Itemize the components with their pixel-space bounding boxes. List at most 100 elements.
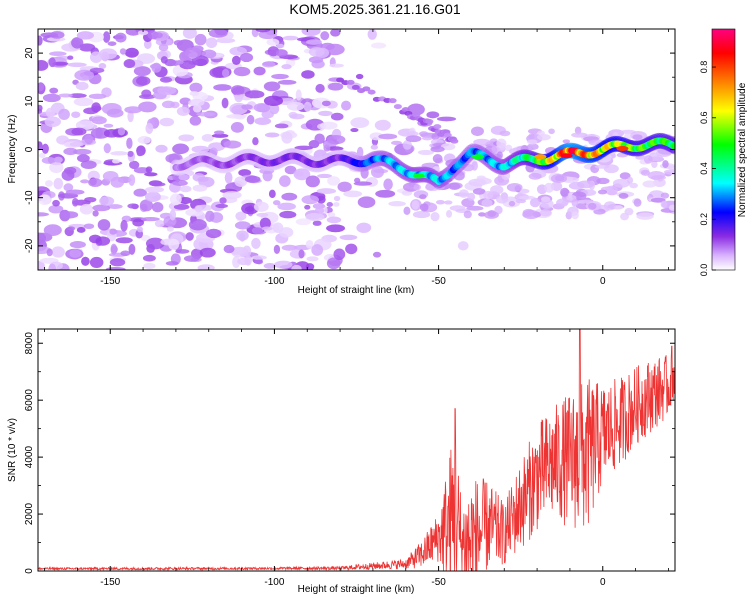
noise-blob — [115, 237, 133, 244]
noise-blob — [63, 183, 74, 192]
noise-blob — [213, 84, 232, 91]
noise-blob — [607, 190, 618, 196]
noise-blob — [128, 174, 136, 186]
noise-blob — [449, 205, 466, 211]
noise-blob — [211, 133, 229, 138]
noise-blob — [49, 87, 59, 94]
noise-blob — [515, 199, 527, 204]
noise-blob — [327, 212, 336, 218]
noise-blob — [179, 185, 192, 193]
noise-blob — [647, 171, 666, 180]
noise-blob — [226, 114, 245, 119]
snr-panel: -150 -100 -50 0 0 2000 4000 6000 8000 Height of … — [7, 328, 676, 595]
noise-blob — [279, 227, 294, 238]
noise-blob — [279, 175, 291, 187]
noise-blob — [103, 143, 111, 154]
x-tick-label: -50 — [431, 577, 446, 588]
noise-blob — [276, 43, 285, 49]
y-tick-label: 8000 — [24, 332, 35, 355]
noise-blob — [626, 176, 634, 184]
noise-blob — [405, 135, 422, 143]
noise-blob — [269, 103, 280, 115]
colorbar-tick-label: 0.2 — [699, 213, 709, 226]
noise-blob — [165, 261, 179, 266]
noise-blob — [110, 243, 118, 255]
noise-blob — [326, 216, 342, 224]
noise-blob — [179, 97, 192, 105]
noise-blob — [169, 193, 182, 206]
noise-blob — [41, 157, 56, 164]
noise-blob — [279, 210, 297, 219]
y-tick-label: 20 — [24, 47, 35, 59]
noise-blob — [110, 151, 129, 156]
noise-blob — [38, 35, 43, 46]
y-tick-label: 6000 — [24, 389, 35, 412]
noise-blob — [294, 145, 314, 151]
noise-blob — [145, 237, 165, 250]
noise-blob — [244, 90, 265, 99]
noise-blob — [75, 81, 89, 91]
noise-blob — [253, 66, 266, 76]
noise-blob — [417, 149, 435, 156]
noise-blob — [107, 41, 117, 46]
x-tick-label: -150 — [100, 276, 120, 287]
noise-blob — [79, 203, 94, 215]
noise-blob — [262, 61, 276, 68]
y-tick-label: 10 — [24, 95, 35, 107]
noise-blob — [89, 67, 105, 74]
noise-blob — [233, 66, 251, 77]
noise-blob — [263, 262, 277, 269]
noise-blob — [448, 182, 461, 191]
noise-blob — [539, 209, 552, 217]
noise-blob — [350, 127, 359, 133]
noise-blob — [418, 131, 429, 137]
noise-blob — [133, 66, 151, 77]
noise-blob — [252, 137, 259, 146]
noise-blob — [316, 188, 337, 195]
noise-blob — [126, 137, 133, 149]
noise-blob — [143, 262, 156, 270]
noise-blob — [330, 29, 341, 37]
noise-blob — [234, 176, 248, 187]
noise-blob — [234, 221, 251, 230]
noise-blob — [205, 210, 215, 222]
noise-blob — [301, 70, 315, 79]
noise-blob — [188, 98, 205, 107]
ridge-core — [671, 142, 675, 150]
noise-blob — [219, 197, 227, 204]
noise-blob — [160, 56, 168, 64]
noise-blob — [444, 200, 453, 205]
streak-blob — [393, 104, 402, 110]
noise-blob — [234, 93, 244, 103]
noise-blob — [327, 82, 344, 91]
noise-blob — [341, 100, 352, 111]
noise-blob — [337, 181, 352, 193]
noise-blob — [571, 211, 579, 220]
noise-blob — [221, 97, 229, 109]
noise-blob — [254, 259, 264, 265]
noise-blob — [192, 220, 203, 228]
noise-blob — [430, 146, 445, 153]
noise-blob — [372, 251, 382, 258]
noise-blob — [68, 93, 87, 99]
noise-blob — [143, 39, 152, 50]
noise-blob — [562, 139, 570, 144]
noise-blob — [498, 142, 506, 151]
noise-blob — [528, 172, 542, 180]
ridge-hotspot — [560, 153, 573, 159]
noise-blob — [157, 86, 177, 96]
noise-blob — [263, 95, 284, 107]
noise-blob — [189, 115, 202, 126]
noise-blob — [419, 194, 427, 200]
noise-blob — [374, 119, 391, 131]
noise-blob — [274, 260, 293, 269]
streak-blob — [388, 98, 397, 104]
noise-blob — [421, 136, 433, 141]
y-tick-label: -20 — [24, 238, 35, 253]
noise-blob — [91, 116, 107, 125]
noise-blob — [107, 204, 123, 209]
noise-blob — [651, 160, 658, 168]
noise-blob — [435, 200, 445, 205]
noise-blob — [223, 244, 235, 254]
